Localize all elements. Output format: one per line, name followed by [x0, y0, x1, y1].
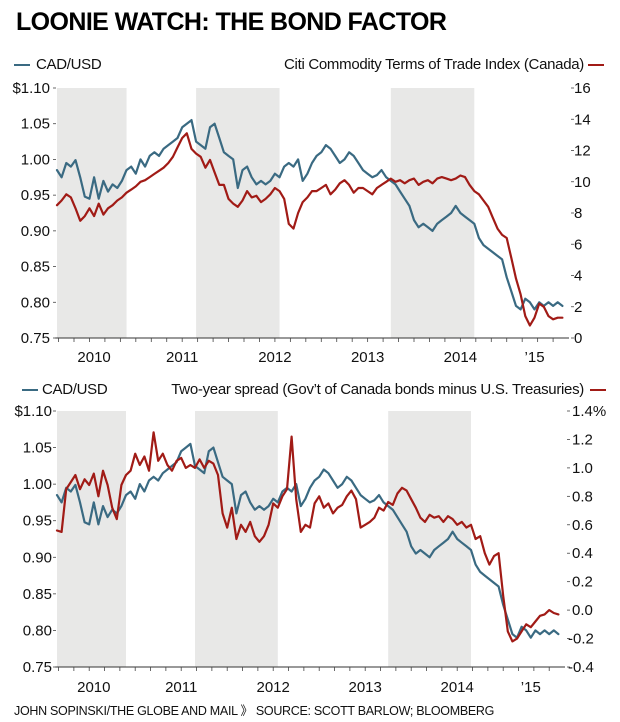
x-tick-label: 2013 — [351, 349, 384, 366]
y-left-tick-label: 1.00 — [21, 151, 50, 168]
y-left-tick-label: 0.90 — [21, 223, 50, 240]
chart-bottom: 2010 2011 2012 2013 2014 ’15 $1.10 1.05 1.00 0.95… — [14, 403, 606, 696]
series-line-cad-usd — [55, 442, 560, 639]
y-left-tick-label: 0.75 — [23, 659, 52, 676]
x-tick-label: 2010 — [77, 679, 110, 696]
y-right-tick-label: 8 — [574, 205, 582, 222]
legend-label: CAD/USD — [36, 56, 102, 73]
spread-legend-swatch — [590, 388, 606, 391]
x-tick-label: ’15 — [525, 349, 545, 366]
y-left-tick-label: 1.00 — [23, 476, 52, 493]
y-left-tick-label: 1.05 — [21, 116, 50, 133]
y-right-tick-label: 0.0 — [572, 602, 593, 619]
x-tick-label: 2014 — [441, 679, 474, 696]
y-left-tick-label: 0.95 — [21, 187, 50, 204]
x-tick-label: 2011 — [165, 679, 197, 696]
y-right-tick-label: 0.6 — [572, 517, 593, 534]
x-tick-label: 2014 — [444, 349, 477, 366]
y-right-tick-label: 10 — [574, 174, 591, 191]
series-line-commodity-index — [55, 132, 564, 327]
y-right-tick-label: 16 — [574, 80, 591, 97]
y-right-tick-label: 14 — [574, 111, 591, 128]
y-right-tick-label: 0.4 — [572, 545, 593, 562]
legend-cad-top: CAD/USD — [14, 56, 102, 73]
y-left-tick-label: $1.10 — [14, 403, 52, 420]
x-tick-label: 2011 — [166, 349, 198, 366]
y-right-tick-label: 1.4% — [572, 403, 606, 420]
y-left-tick-label: 0.95 — [23, 513, 52, 530]
y-left-tick-label: 0.90 — [23, 549, 52, 566]
y-right-tick-label: 2 — [574, 299, 582, 316]
y-right-tick-label: 0.8 — [572, 488, 593, 505]
y-left-tick-label: 0.85 — [23, 586, 52, 603]
y-right-tick-label: -0.4 — [568, 659, 594, 676]
legend-cad-bottom: CAD/USD — [22, 381, 108, 398]
y-left-tick-label: $1.10 — [12, 80, 50, 97]
x-tick-label: ’15 — [521, 679, 541, 696]
x-tick-label: 2012 — [257, 679, 290, 696]
y-right-tick-label: -0.2 — [568, 631, 594, 648]
x-tick-label: 2010 — [77, 349, 110, 366]
x-tick-label: 2013 — [349, 679, 382, 696]
legend-label: CAD/USD — [42, 381, 108, 398]
citi-legend-swatch — [588, 63, 604, 66]
series-line-cad-usd — [55, 118, 564, 311]
y-right-tick-label: 0 — [574, 330, 582, 347]
y-right-tick-label: 1.0 — [572, 460, 593, 477]
shaded-period — [57, 411, 126, 667]
legend-label: Citi Commodity Terms of Trade Index (Can… — [284, 56, 584, 73]
page-title: LOONIE WATCH: THE BOND FACTOR — [16, 8, 447, 36]
y-left-tick-label: 1.05 — [23, 440, 52, 457]
y-right-tick-label: 1.2 — [572, 431, 593, 448]
legend-citi-top: Citi Commodity Terms of Trade Index (Can… — [284, 56, 604, 73]
credit-line: JOHN SOPINSKI/THE GLOBE AND MAIL 》 SOURC… — [14, 704, 495, 718]
legend-spread-bottom: Two-year spread (Gov’t of Canada bonds m… — [171, 381, 606, 398]
y-right-tick-label: 0.2 — [572, 574, 593, 591]
legend-label: Two-year spread (Gov’t of Canada bonds m… — [171, 381, 584, 398]
shaded-period — [196, 88, 280, 338]
y-left-tick-label: 0.75 — [21, 330, 50, 347]
y-right-tick-label: 4 — [574, 268, 582, 285]
series-line-two-year-spread — [55, 431, 560, 643]
y-left-tick-label: 0.85 — [21, 259, 50, 276]
cad-legend-swatch — [14, 63, 30, 66]
y-right-tick-label: 12 — [574, 143, 591, 160]
cad-legend-swatch — [22, 388, 38, 391]
y-left-tick-label: 0.80 — [23, 622, 52, 639]
x-tick-label: 2012 — [258, 349, 291, 366]
chart-top: 2010 2011 2012 2013 2014’15$1.101.051.000.95… — [12, 80, 590, 366]
y-right-tick-label: 6 — [574, 236, 582, 253]
y-left-tick-label: 0.80 — [21, 294, 50, 311]
